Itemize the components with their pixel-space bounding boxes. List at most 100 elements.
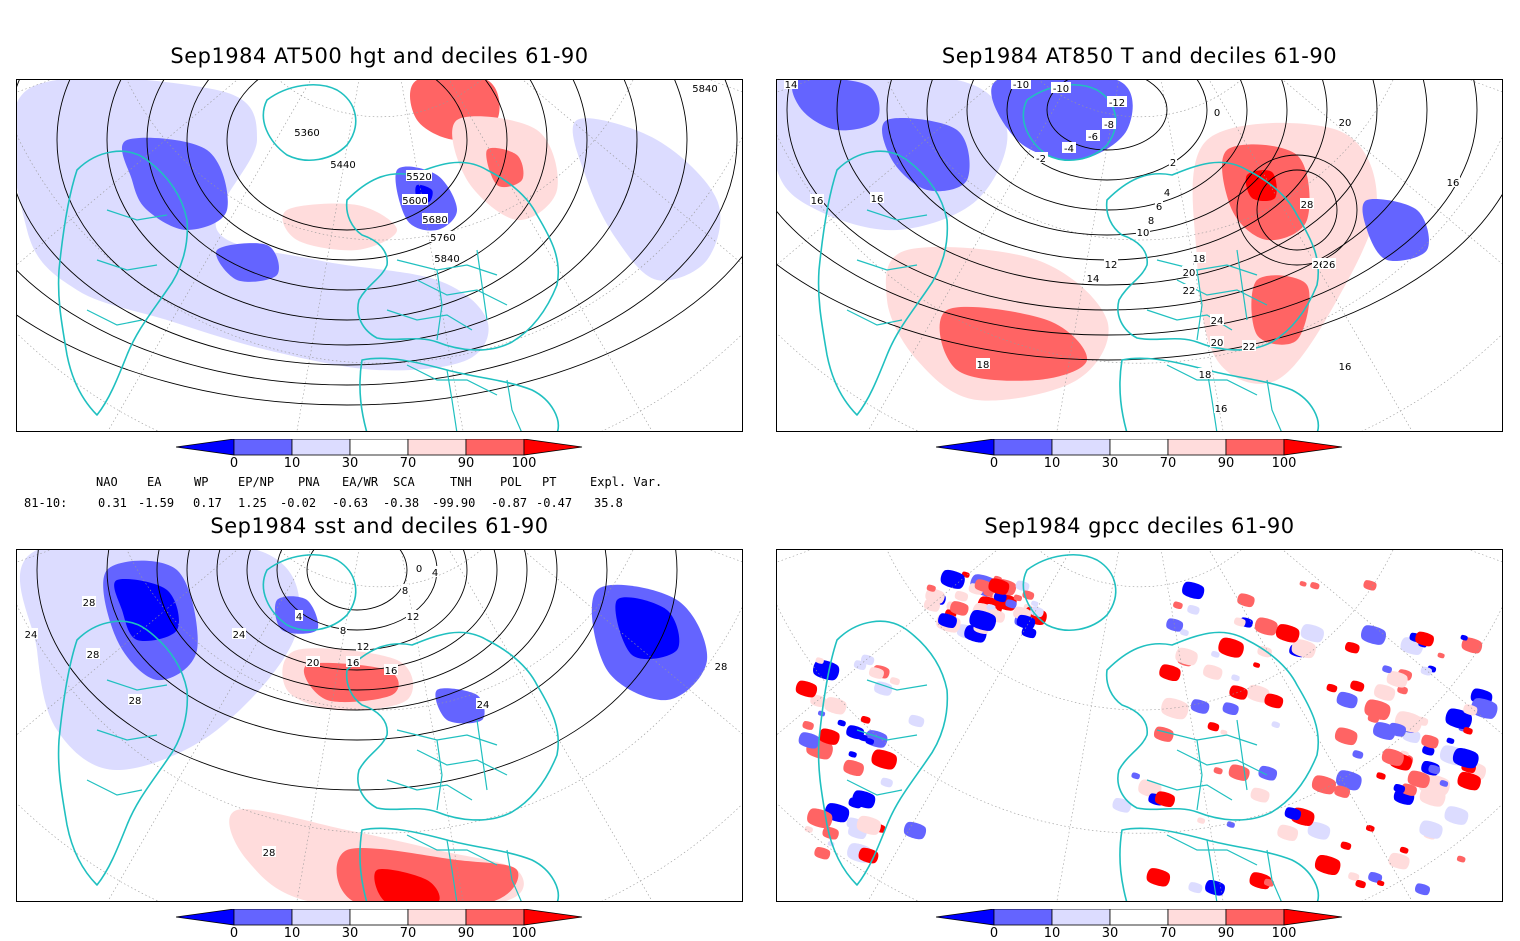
- colorbar-tick-label: 0: [229, 456, 239, 471]
- contour-label-bg: [1192, 252, 1206, 263]
- contour-label: 14: [785, 80, 798, 91]
- meridian-line: [99, 80, 381, 431]
- contour-label: 28: [715, 662, 728, 673]
- precip-decile-patch: [1275, 624, 1300, 643]
- contour-label: 24: [233, 630, 246, 641]
- contour-label-bg: [692, 82, 718, 93]
- colorbar-swatch-min: [176, 909, 235, 926]
- contour-label: 16: [811, 196, 824, 207]
- colorbar-tick-label: 0: [989, 456, 999, 471]
- coastline: [57, 620, 189, 886]
- contour-line: [926, 80, 1288, 236]
- teleconnection-index-table: 81-10: NAO EA WP EP/NP PNA EA/WR SCA TNH POL PT Ex…: [0, 474, 760, 514]
- precip-decile-patch: [1352, 750, 1364, 759]
- colorbar-swatch: [1109, 439, 1169, 456]
- colorbar-tick-label: 30: [341, 926, 359, 941]
- panel-title-t850: Sep1984 AT850 T and deciles 61-90: [941, 44, 1338, 68]
- colorbar-swatch: [233, 909, 293, 926]
- meridian-line: [282, 80, 381, 431]
- precip-decile-patch: [1211, 651, 1220, 658]
- precip-decile-patch: [1291, 639, 1316, 659]
- precip-decile-patch: [1220, 729, 1228, 736]
- precip-decile-patch: [1307, 821, 1331, 840]
- contour-label: 5680: [422, 215, 447, 226]
- contour-label: 12: [357, 642, 370, 653]
- index-value: -0.02: [280, 496, 317, 510]
- contour-line: [56, 80, 638, 346]
- precip-decile-patch: [1250, 787, 1270, 803]
- colorbar-swatch-min: [936, 909, 995, 926]
- index-value: 35.8: [594, 496, 623, 510]
- precip-decile-patch: [1422, 745, 1435, 756]
- colorbar-swatch: [291, 909, 351, 926]
- contour-label: 12: [1105, 260, 1118, 271]
- precip-decile-patch: [860, 715, 871, 724]
- decile-area-above-90: [486, 147, 524, 188]
- contour-label-bg: [1086, 272, 1100, 283]
- contour-label-bg: [434, 252, 460, 263]
- colorbar-swatch: [349, 909, 409, 926]
- contour-line: [156, 550, 558, 711]
- country-border: [416, 279, 508, 306]
- index-name: Expl. Var.: [590, 475, 663, 489]
- precip-decile-patch: [1460, 634, 1468, 641]
- country-border: [406, 834, 498, 866]
- contour-label-bg: [431, 566, 439, 577]
- meridian-line: [379, 80, 478, 431]
- contour-line: [1236, 154, 1358, 266]
- contour-label-bg: [714, 660, 728, 671]
- precip-decile-patch: [1203, 664, 1223, 680]
- contour-label-bg: [1104, 258, 1118, 269]
- contour-line: [186, 550, 528, 691]
- contour-label-bg: [1210, 314, 1224, 325]
- colorbar-svg: [176, 439, 583, 456]
- map-hgt500-svg: 5840 5360 5440 5520 5600 5680 5760 5840: [17, 80, 742, 431]
- country-border: [446, 839, 458, 901]
- precip-decile-patch: [1182, 581, 1205, 600]
- colorbar-tick-label: 30: [341, 456, 359, 471]
- contour-label: 20: [1211, 338, 1224, 349]
- contour-line: [1046, 80, 1168, 151]
- country-border: [1156, 729, 1258, 746]
- precip-decile-patch: [1187, 604, 1200, 615]
- index-value: -1.59: [138, 496, 175, 510]
- precip-decile-patch: [1363, 580, 1377, 591]
- precip-decile-patch: [1311, 775, 1337, 795]
- country-border: [1146, 779, 1233, 801]
- precip-decile-patch: [1374, 684, 1396, 701]
- precip-decile-patch: [1326, 683, 1338, 693]
- colorbar-svg: [936, 439, 1343, 456]
- contour-line: [777, 80, 1502, 361]
- coastline: [262, 84, 357, 161]
- country-border: [866, 679, 928, 691]
- coastline: [1119, 827, 1319, 901]
- colorbar-tick-label: 30: [1101, 456, 1119, 471]
- country-border: [406, 364, 498, 396]
- colorbar-svg: [936, 909, 1343, 926]
- country-border: [1196, 739, 1203, 811]
- colorbar-tick-label: 90: [457, 456, 475, 471]
- precip-decile-patch: [1229, 685, 1248, 700]
- precip-decile-patch: [1161, 697, 1189, 720]
- contour-label-bg: [1163, 186, 1171, 197]
- colorbar-swatch-min: [176, 439, 235, 456]
- coastline: [817, 620, 949, 886]
- contour-label: 28: [1301, 200, 1314, 211]
- contour-label: 18: [1193, 254, 1206, 265]
- meridian-line: [1139, 550, 1421, 901]
- precip-decile-patch: [1159, 664, 1181, 682]
- country-border: [446, 369, 458, 431]
- contour-label: 5360: [294, 128, 319, 139]
- contour-line: [106, 80, 588, 321]
- map-gpcc: [776, 549, 1503, 902]
- contour-lines: [36, 550, 678, 791]
- meridian-line: [379, 550, 661, 901]
- precip-decile-patch: [1463, 704, 1478, 716]
- precip-decile-patch: [1368, 871, 1383, 883]
- contour-label: 5440: [330, 160, 355, 171]
- contour-label-bg: [401, 584, 409, 595]
- country-border: [1196, 269, 1203, 341]
- precip-decile-patch: [1466, 887, 1479, 898]
